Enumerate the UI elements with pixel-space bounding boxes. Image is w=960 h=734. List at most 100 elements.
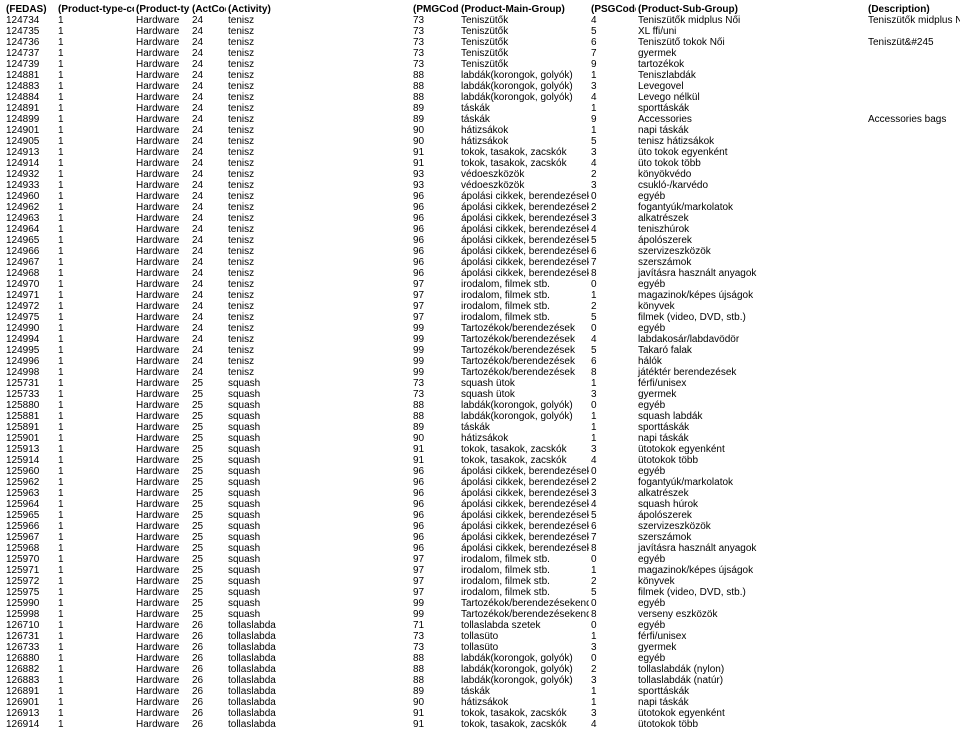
cell: alkatrészek	[636, 213, 866, 224]
cell: Teniszütők	[459, 26, 589, 37]
cell: Tartozékok/berendezésekendezése	[459, 598, 589, 609]
cell: 1	[56, 125, 134, 136]
cell: 24	[190, 279, 226, 290]
cell: 1	[589, 103, 636, 114]
cell: Hardware	[134, 697, 190, 708]
cell: Hardware	[134, 510, 190, 521]
cell: gyermek	[636, 642, 866, 653]
cell: ápolási cikkek, berendezések	[459, 499, 589, 510]
cell: 96	[411, 532, 459, 543]
cell: férfi/unisex	[636, 378, 866, 389]
cell	[866, 389, 960, 400]
product-table: (FEDAS)(Product-type-code)(Product-type)…	[4, 4, 960, 730]
cell: 91	[411, 708, 459, 719]
cell: 99	[411, 356, 459, 367]
cell	[866, 587, 960, 598]
cell: 26	[190, 719, 226, 730]
cell: 125964	[4, 499, 56, 510]
cell: tenisz	[226, 37, 411, 48]
cell	[866, 598, 960, 609]
cell: 124739	[4, 59, 56, 70]
cell: 1	[589, 433, 636, 444]
cell: játéktér berendezések	[636, 367, 866, 378]
cell	[866, 334, 960, 345]
cell: 24	[190, 136, 226, 147]
table-row: 1259141Hardware25squash91tokok, tasakok,…	[4, 455, 960, 466]
cell: 6	[589, 356, 636, 367]
cell: ápolási cikkek, berendezések	[459, 521, 589, 532]
table-row: 1249641Hardware24tenisz96ápolási cikkek,…	[4, 224, 960, 235]
cell: 1	[56, 510, 134, 521]
cell: 24	[190, 268, 226, 279]
cell: Levegovel	[636, 81, 866, 92]
cell: 7	[589, 257, 636, 268]
cell: Hardware	[134, 400, 190, 411]
cell: 1	[56, 235, 134, 246]
cell: 26	[190, 642, 226, 653]
cell: 3	[589, 389, 636, 400]
cell: 25	[190, 587, 226, 598]
cell: 24	[190, 26, 226, 37]
cell: könyvek	[636, 576, 866, 587]
cell: 124963	[4, 213, 56, 224]
cell: 124884	[4, 92, 56, 103]
cell: Hardware	[134, 521, 190, 532]
cell: tokok, tasakok, zacskók	[459, 455, 589, 466]
cell	[866, 631, 960, 642]
cell: 1	[56, 631, 134, 642]
cell: 1	[56, 114, 134, 125]
cell: Hardware	[134, 455, 190, 466]
cell: 3	[589, 642, 636, 653]
cell: 24	[190, 213, 226, 224]
cell: javításra használt anyagok	[636, 268, 866, 279]
table-row: 1249681Hardware24tenisz96ápolási cikkek,…	[4, 268, 960, 279]
cell: 1	[56, 389, 134, 400]
cell: tenisz	[226, 290, 411, 301]
cell: 91	[411, 158, 459, 169]
cell: squash	[226, 455, 411, 466]
cell: 5	[589, 345, 636, 356]
cell: tenisz	[226, 70, 411, 81]
cell: 97	[411, 290, 459, 301]
cell: Hardware	[134, 235, 190, 246]
cell: 25	[190, 576, 226, 587]
cell: 96	[411, 213, 459, 224]
cell: 2	[589, 169, 636, 180]
cell: 0	[589, 466, 636, 477]
cell: 5	[589, 235, 636, 246]
cell: 3	[589, 444, 636, 455]
cell	[866, 26, 960, 37]
cell: Hardware	[134, 411, 190, 422]
cell: 25	[190, 400, 226, 411]
cell: 0	[589, 400, 636, 411]
cell: 1	[589, 378, 636, 389]
header-col-0: (FEDAS)	[4, 4, 56, 15]
cell: 1	[56, 136, 134, 147]
cell: labdák(korongok, golyók)	[459, 70, 589, 81]
cell: 88	[411, 70, 459, 81]
cell	[866, 400, 960, 411]
cell: 124965	[4, 235, 56, 246]
cell: hátizsákok	[459, 697, 589, 708]
table-row: 1247371Hardware24tenisz73Teniszütők7gyer…	[4, 48, 960, 59]
cell	[866, 235, 960, 246]
cell: 6	[589, 246, 636, 257]
cell: 126901	[4, 697, 56, 708]
cell: 1	[589, 686, 636, 697]
cell: 1	[589, 290, 636, 301]
cell: squash	[226, 598, 411, 609]
cell: tollasüto	[459, 631, 589, 642]
table-row: 1249951Hardware24tenisz99Tartozékok/bere…	[4, 345, 960, 356]
cell: 25	[190, 477, 226, 488]
cell: ütotokok egyenként	[636, 444, 866, 455]
cell: tenisz	[226, 103, 411, 114]
cell: Hardware	[134, 246, 190, 257]
cell: 125967	[4, 532, 56, 543]
cell: 25	[190, 521, 226, 532]
table-header: (FEDAS)(Product-type-code)(Product-type)…	[4, 4, 960, 15]
cell: 1	[56, 92, 134, 103]
cell: ápolási cikkek, berendezések	[459, 532, 589, 543]
cell: 73	[411, 15, 459, 26]
cell: Hardware	[134, 653, 190, 664]
table-row: 1257311Hardware25squash73squash ütok1fér…	[4, 378, 960, 389]
